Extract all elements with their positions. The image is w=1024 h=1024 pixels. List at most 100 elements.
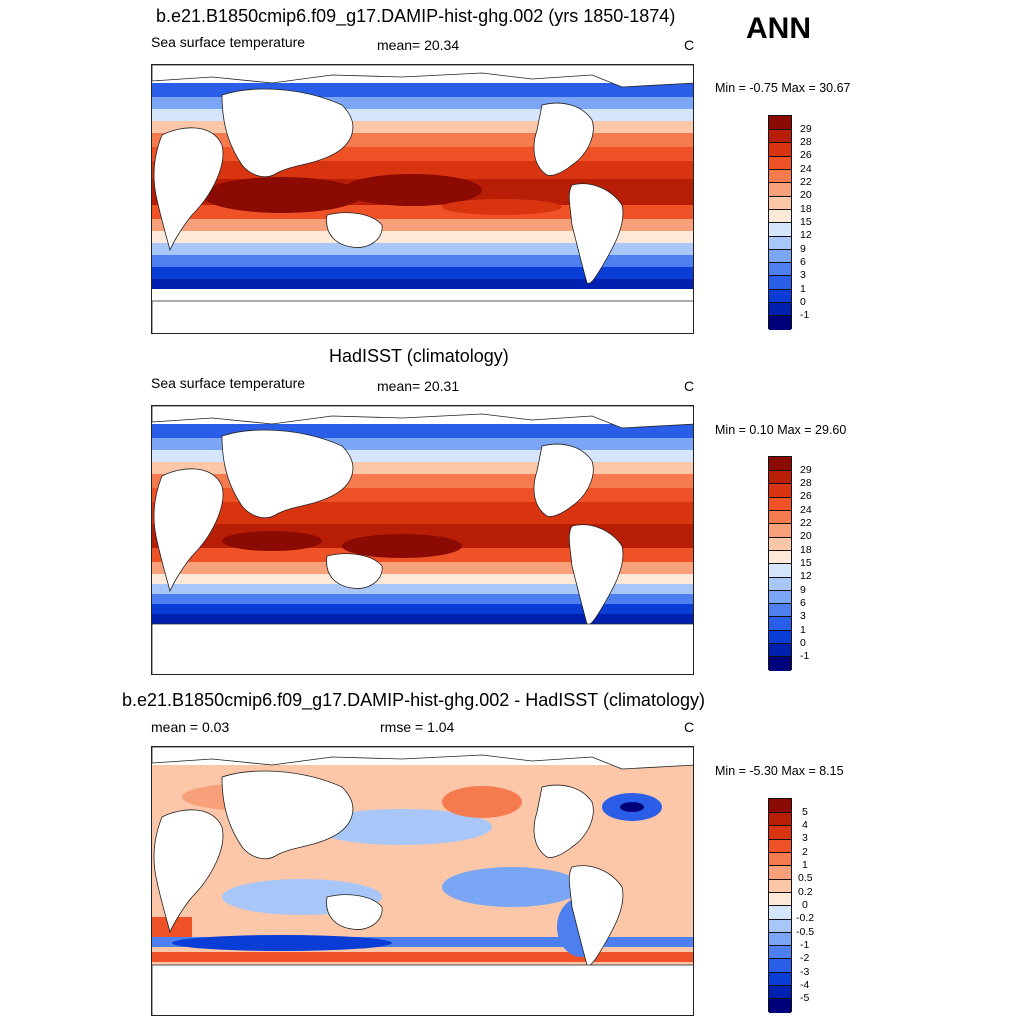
- colorbar-label: 1: [800, 624, 806, 636]
- colorbar-swatch: [769, 263, 791, 277]
- panel-model-title: b.e21.B1850cmip6.f09_g17.DAMIP-hist-ghg.…: [156, 6, 676, 26]
- colorbar-label: 0.5: [798, 872, 813, 884]
- colorbar-swatch: [769, 946, 791, 960]
- colorbar-label: 0: [800, 637, 806, 649]
- panel-obs-map: [151, 405, 694, 675]
- colorbar-swatch: [769, 826, 791, 840]
- colorbar-label: 20: [800, 530, 812, 542]
- colorbar-swatch: [769, 644, 791, 658]
- colorbar-label: 12: [800, 229, 812, 241]
- colorbar-label: 3: [802, 832, 808, 844]
- colorbar-swatch: [769, 236, 791, 250]
- colorbar-swatch: [769, 484, 791, 498]
- colorbar-swatch: [769, 143, 791, 157]
- panel-obs-title: HadISST (climatology): [329, 346, 509, 366]
- colorbar-label: 28: [800, 136, 812, 148]
- colorbar-label: 26: [800, 490, 812, 502]
- colorbar-label: 0: [802, 899, 808, 911]
- colorbar-swatch: [769, 630, 791, 645]
- colorbar-label: 9: [800, 584, 806, 596]
- colorbar-label: -1: [800, 309, 810, 321]
- colorbar-label: -5: [800, 992, 810, 1004]
- colorbar-label: 15: [800, 557, 812, 569]
- colorbar-swatch: [769, 999, 791, 1013]
- colorbar-swatch: [769, 223, 791, 237]
- panel-model-variable-label: Sea surface temperature: [151, 34, 306, 50]
- colorbar-label: 12: [800, 570, 812, 582]
- colorbar-swatch: [769, 959, 791, 973]
- colorbar-swatch: [769, 617, 791, 631]
- colorbar-swatch: [769, 249, 791, 264]
- season-label: ANN: [746, 12, 811, 45]
- colorbar-label: 2: [802, 846, 808, 858]
- colorbar-label: 5: [802, 806, 808, 818]
- colorbar-swatch: [769, 813, 791, 827]
- panel-obs-colorbar: [768, 456, 792, 671]
- colorbar-swatch: [769, 799, 791, 814]
- colorbar-swatch: [769, 170, 791, 184]
- colorbar-label: 22: [800, 176, 812, 188]
- panel-diff-title: b.e21.B1850cmip6.f09_g17.DAMIP-hist-ghg.…: [122, 690, 705, 710]
- colorbar-swatch: [769, 537, 791, 551]
- colorbar-label: 0: [800, 296, 806, 308]
- colorbar-swatch: [769, 471, 791, 485]
- colorbar-swatch: [769, 577, 791, 591]
- colorbar-swatch: [769, 156, 791, 171]
- colorbar-label: 20: [800, 189, 812, 201]
- colorbar-label: 22: [800, 517, 812, 529]
- colorbar-label: -0.5: [796, 926, 815, 938]
- colorbar-label: 1: [800, 283, 806, 295]
- panel-model-mean-label: mean= 20.34: [377, 37, 460, 53]
- colorbar-label: 6: [800, 597, 806, 609]
- panel-model-minmax: Min = -0.75 Max = 30.67: [715, 81, 851, 95]
- colorbar-label: 15: [800, 216, 812, 228]
- colorbar-swatch: [769, 879, 791, 893]
- colorbar-label: 24: [800, 163, 812, 175]
- colorbar-label: 18: [800, 544, 812, 556]
- colorbar-swatch: [769, 196, 791, 210]
- colorbar-swatch: [769, 316, 791, 330]
- colorbar-swatch: [769, 303, 791, 317]
- colorbar-swatch: [769, 511, 791, 525]
- colorbar-label: 1: [802, 859, 808, 871]
- panel-obs-mean-label: mean= 20.31: [377, 378, 460, 394]
- colorbar-swatch: [769, 590, 791, 605]
- colorbar-label: -1: [800, 650, 810, 662]
- panel-diff-units: C: [684, 719, 695, 735]
- panel-model-map: [151, 64, 694, 334]
- panel-diff-mean-label: mean = 0.03: [151, 719, 230, 735]
- panel-diff-colorbar: [768, 798, 792, 1013]
- colorbar-swatch: [769, 604, 791, 618]
- colorbar-swatch: [769, 289, 791, 304]
- colorbar-swatch: [769, 657, 791, 671]
- colorbar-label: -0.2: [796, 912, 815, 924]
- colorbar-swatch: [769, 986, 791, 1000]
- panel-model-units: C: [684, 37, 695, 53]
- colorbar-swatch: [769, 564, 791, 578]
- colorbar-swatch: [769, 932, 791, 947]
- colorbar-swatch: [769, 276, 791, 290]
- colorbar-swatch: [769, 972, 791, 987]
- colorbar-swatch: [769, 892, 791, 907]
- colorbar-swatch: [769, 209, 791, 224]
- colorbar-label: 6: [800, 256, 806, 268]
- colorbar-label: -1: [800, 939, 810, 951]
- colorbar-swatch: [769, 853, 791, 867]
- colorbar-label: 29: [800, 464, 812, 476]
- colorbar-label: 18: [800, 203, 812, 215]
- colorbar-label: 24: [800, 504, 812, 516]
- panel-obs-variable-label: Sea surface temperature: [151, 375, 306, 391]
- colorbar-label: -2: [800, 952, 810, 964]
- colorbar-label: 26: [800, 149, 812, 161]
- colorbar-label: 29: [800, 123, 812, 135]
- colorbar-label: 3: [800, 269, 806, 281]
- colorbar-swatch: [769, 839, 791, 854]
- panel-diff-map: [151, 746, 694, 1016]
- colorbar-swatch: [769, 497, 791, 512]
- colorbar-label: 0.2: [798, 886, 813, 898]
- colorbar-label: 9: [800, 243, 806, 255]
- panel-diff-rmse-label: rmse = 1.04: [380, 719, 455, 735]
- panel-obs-units: C: [684, 378, 695, 394]
- colorbar-label: 28: [800, 477, 812, 489]
- colorbar-swatch: [769, 130, 791, 144]
